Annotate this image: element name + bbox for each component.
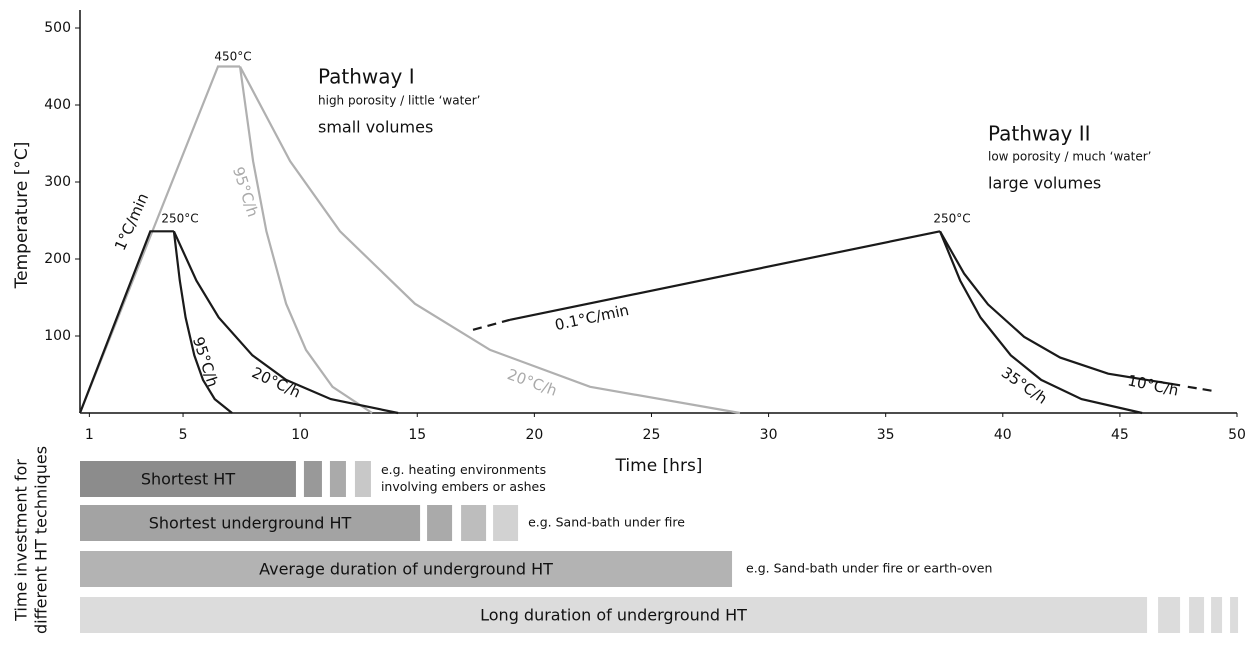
extension-block	[303, 461, 322, 497]
y-tick-label: 200	[44, 251, 71, 267]
bar-note: e.g. Sand-bath under fire or earth-oven	[746, 561, 992, 576]
annotation: Pathway I	[318, 65, 415, 89]
x-tick-label: 5	[179, 427, 188, 443]
annotation: 250°C	[161, 212, 198, 226]
annotation: 250°C	[933, 212, 970, 226]
line-series	[939, 230, 1181, 387]
annotation: 20°C/h	[505, 365, 560, 400]
duration-bar	[80, 597, 1148, 633]
y-tick-label: 500	[44, 20, 71, 36]
x-tick-label: 35	[877, 427, 895, 443]
annotation: high porosity / little ‘water’	[318, 94, 480, 108]
y-axis-label: Temperature [°C]	[12, 142, 32, 290]
line-series	[509, 230, 941, 321]
x-tick-label: 15	[408, 427, 426, 443]
annotation: 95°C/h	[189, 335, 222, 390]
bar-note: involving embers or ashes	[381, 479, 546, 494]
annotation: 35°C/h	[998, 363, 1051, 407]
line-series	[78, 230, 174, 414]
line-series	[239, 65, 741, 415]
y-tick-label: 300	[44, 174, 71, 190]
x-tick-label: 45	[1111, 427, 1129, 443]
annotation: 450°C	[214, 50, 251, 64]
line-series	[1187, 385, 1217, 393]
extension-block	[1230, 597, 1239, 633]
duration-bar	[80, 505, 421, 541]
section-title: Time investment for	[12, 459, 31, 622]
bar-note: e.g. heating environments	[381, 462, 546, 477]
extension-block	[461, 505, 487, 541]
bar-label: Shortest underground HT	[149, 514, 352, 533]
x-tick-label: 25	[643, 427, 661, 443]
line-series	[78, 65, 240, 414]
x-tick-label: 30	[760, 427, 778, 443]
x-tick-label: 10	[291, 427, 309, 443]
x-axis-label: Time [hrs]	[615, 456, 703, 476]
line-series	[172, 230, 399, 415]
x-tick-label: 1	[85, 427, 94, 443]
x-tick-label: 40	[994, 427, 1012, 443]
extension-block	[493, 505, 519, 541]
y-tick-label: 100	[44, 328, 71, 344]
bar-label: Long duration of underground HT	[480, 606, 747, 625]
annotation: 0.1°C/min	[553, 301, 630, 334]
bar-note: e.g. Sand-bath under fire	[528, 515, 685, 530]
line-series	[938, 230, 1143, 415]
extension-block	[329, 461, 346, 497]
x-tick-label: 50	[1228, 427, 1246, 443]
extension-block	[427, 505, 453, 541]
section-title: different HT techniques	[32, 446, 51, 634]
annotation: 10°C/h	[1126, 371, 1180, 399]
line-series	[472, 318, 511, 331]
annotation: 20°C/h	[249, 363, 303, 401]
bar-label: Average duration of underground HT	[259, 560, 553, 579]
y-tick-label: 400	[44, 97, 71, 113]
duration-bar	[80, 551, 733, 587]
annotation: low porosity / much ‘water’	[988, 150, 1151, 164]
annotation: Pathway II	[988, 122, 1091, 146]
line-series	[238, 66, 373, 414]
extension-block	[354, 461, 371, 497]
annotation: small volumes	[318, 118, 433, 137]
annotation: 95°C/h	[229, 165, 262, 220]
extension-block	[1189, 597, 1205, 633]
extension-block	[1158, 597, 1181, 633]
duration-bar	[80, 461, 296, 497]
line-series	[172, 231, 233, 414]
x-tick-label: 20	[525, 427, 543, 443]
extension-block	[1211, 597, 1223, 633]
bar-label: Shortest HT	[141, 470, 236, 489]
annotation: large volumes	[988, 174, 1101, 193]
